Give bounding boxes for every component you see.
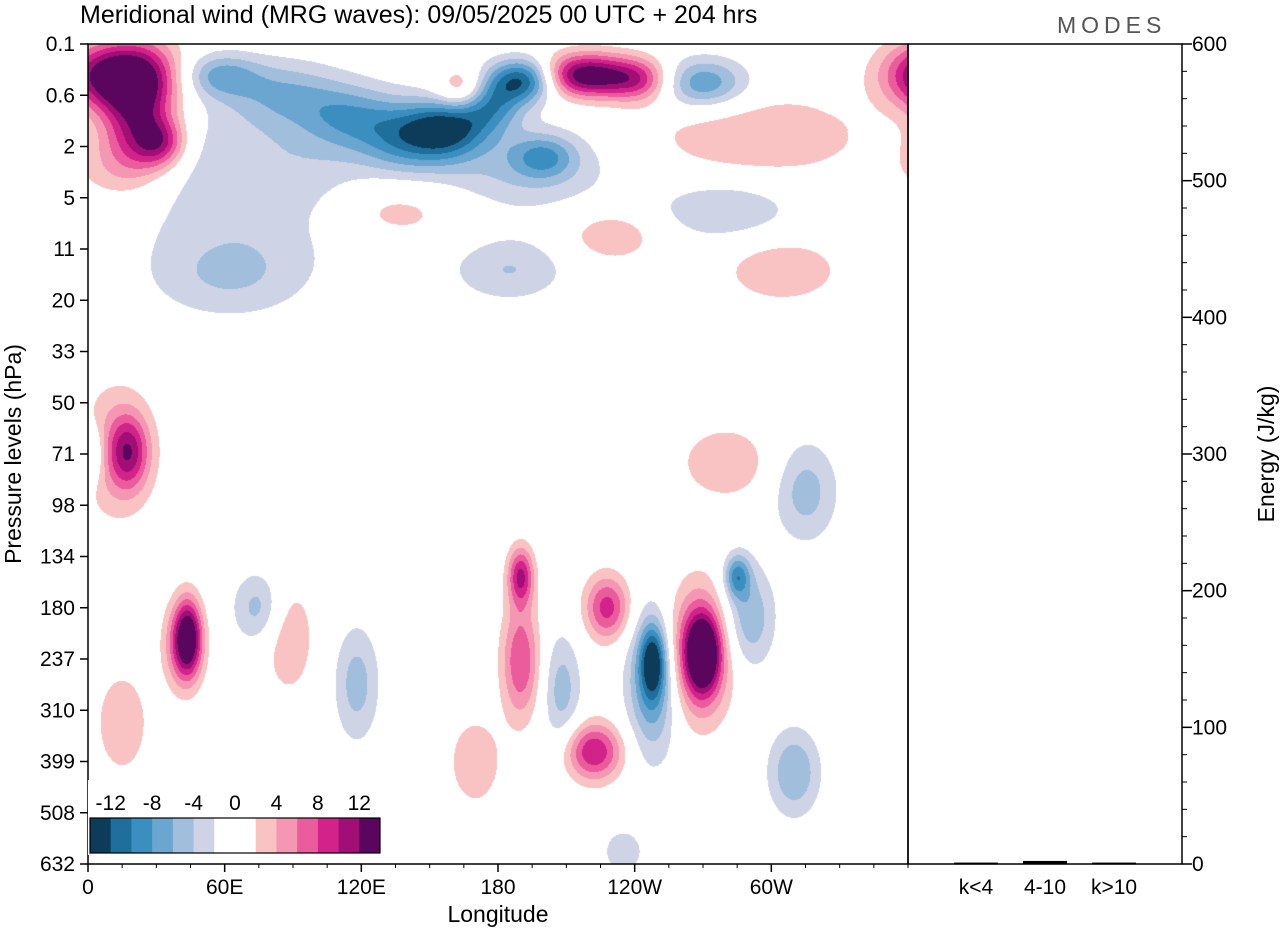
colorbar-swatch [152,818,174,853]
colorbar-label: -4 [184,792,203,815]
y-tick-label: 71 [52,443,75,466]
energy-tick-label: 200 [1192,580,1227,603]
energy-bar [1023,860,1067,864]
x-axis-label: Longitude [447,901,548,927]
colorbar-label: 0 [229,792,241,815]
energy-category-label: k>10 [1091,876,1137,899]
energy-tick-label: 100 [1192,716,1227,739]
colorbar-swatch [193,818,215,853]
energy-axis-ticks: 0 100 200 300 400 500 600 [1182,33,1227,876]
colorbar-label: 4 [271,792,283,815]
colorbar-label: -12 [96,792,126,815]
heatmap-area [88,44,908,864]
colorbar-swatch [235,818,257,853]
energy-tick-label: 0 [1192,853,1204,876]
energy-tick-label: 400 [1192,306,1227,329]
y-tick-label: 508 [40,802,75,825]
colorbar-swatch [90,818,112,853]
energy-bar [1092,862,1136,865]
colorbar-swatch [255,818,277,853]
colorbar-swatch [317,818,340,853]
x-tick-label: 180 [480,876,515,899]
y-tick-label: 134 [40,546,75,569]
y-tick-label: 0.6 [46,84,75,107]
y-tick-label: 5 [63,187,75,210]
energy-bar [954,862,998,865]
y-tick-label: 11 [53,238,75,261]
energy-frame [907,43,1183,865]
energy-axis-label: Energy (J/kg) [1253,386,1279,523]
chart-title: Meridional wind (MRG waves): 09/05/2025 … [80,1,757,29]
colorbar: -12 -8 -4 0 4 8 12 [88,780,382,855]
colorbar-swatch [276,818,298,853]
x-tick-label: 120E [337,876,386,899]
x-tick-label: 60E [206,876,243,899]
y-tick-label: 98 [52,494,75,517]
colorbar-label: 8 [312,792,324,815]
colorbar-frame [89,817,381,854]
y-axis-label: Pressure levels (hPa) [0,344,26,564]
y-tick-label: 180 [40,597,75,620]
x-tick-label: 60W [750,876,793,899]
energy-category-label: k<4 [959,876,994,899]
y-tick-label: 33 [52,341,75,364]
colorbar-label: -8 [143,792,162,815]
heatmap-image [88,44,908,864]
x-tick-label: 120W [607,876,662,899]
y-tick-label: 310 [40,699,75,722]
energy-tick-label: 300 [1192,443,1227,466]
y-axis-ticks: 0.1 0.6 2 5 11 20 33 50 71 98 134 180 237 310 399 508 63… [40,33,88,876]
colorbar-swatch [110,818,132,853]
x-tick-label: 0 [82,876,94,899]
colorbar-swatch [297,818,319,853]
y-tick-label: 20 [52,289,75,312]
y-tick-label: 237 [40,648,75,671]
x-axis-ticks: 0 60E 120E 180 120W 60W [82,864,909,899]
y-tick-label: 399 [40,751,75,774]
colorbar-swatch [214,818,236,853]
energy-category-label: 4-10 [1024,876,1066,899]
colorbar-swatch [172,818,195,853]
energy-tick-label: 500 [1192,170,1227,193]
y-tick-label: 2 [63,136,75,159]
colorbar-swatch [131,818,153,853]
colorbar-swatch [338,818,360,853]
colorbar-label: 12 [348,792,371,815]
brand-logo: MODES [1057,12,1166,38]
energy-bars: k<4 4-10 k>10 [954,860,1137,899]
y-tick-label: 50 [52,392,75,415]
colorbar-swatch [359,818,381,853]
energy-tick-label: 600 [1192,33,1227,56]
y-tick-label: 0.1 [46,33,75,56]
y-tick-label: 632 [40,853,75,876]
